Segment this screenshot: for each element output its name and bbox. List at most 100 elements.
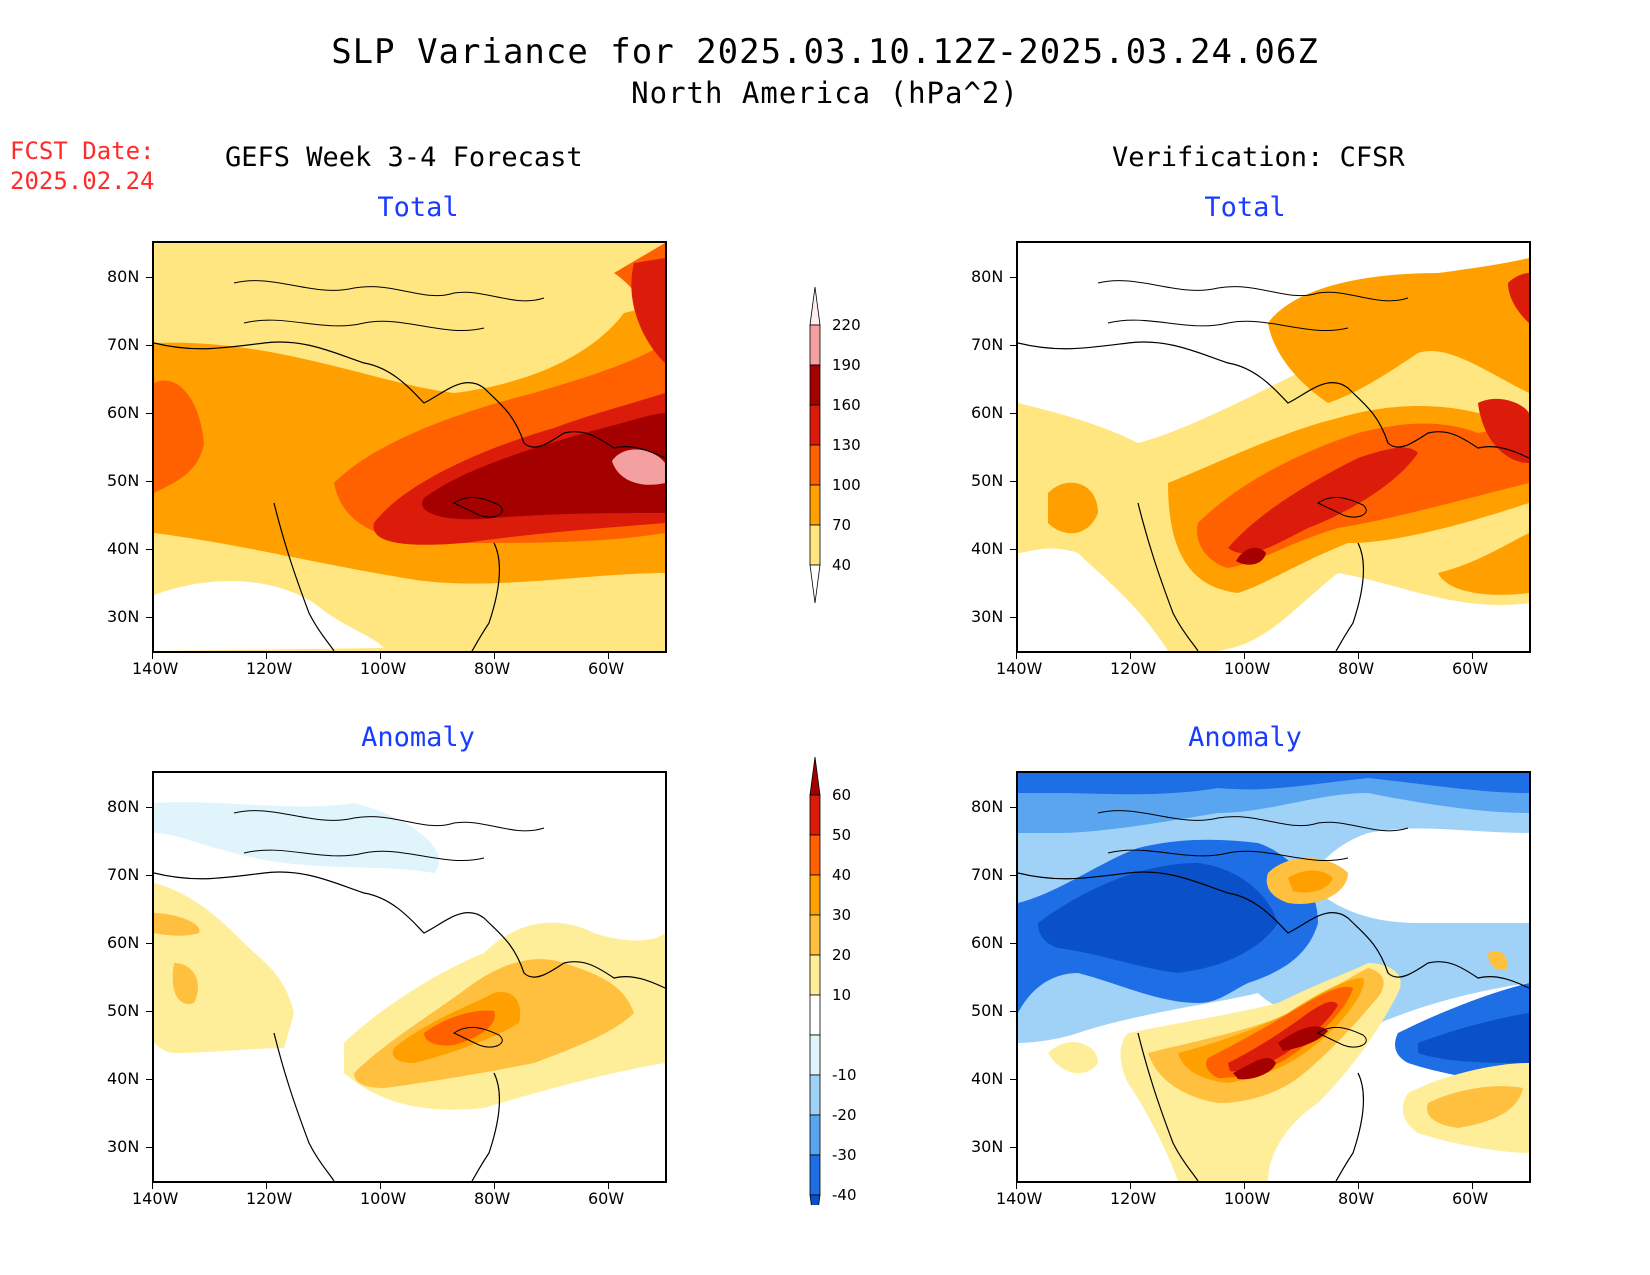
lat-tick-mark [1010, 943, 1016, 944]
lat-tick-mark [1010, 549, 1016, 550]
lat-tick-label: 40N [971, 1069, 1004, 1088]
lat-tick-label: 70N [107, 865, 140, 884]
colorbar-level-label: 20 [832, 946, 852, 964]
lat-tick-label: 60N [107, 403, 140, 422]
lat-tick-mark [146, 413, 152, 414]
lat-tick-mark [1010, 481, 1016, 482]
colorbar-level-label: 10 [832, 986, 852, 1004]
lon-tick-label: 100W [360, 659, 407, 678]
total-colorbar [809, 286, 821, 604]
lat-tick-label: 50N [971, 471, 1004, 490]
colorbar-level-label: 60 [832, 786, 852, 804]
lat-tick-label: 60N [971, 933, 1004, 952]
colorbar-level-label: 190 [832, 356, 861, 374]
colorbar-level-label: 40 [832, 556, 852, 574]
colorbar-box [809, 524, 821, 566]
fcst-label: FCST Date: [10, 137, 155, 165]
lat-tick-label: 50N [107, 1001, 140, 1020]
lat-tick-label: 60N [107, 933, 140, 952]
cfsr-anomaly-field [1018, 773, 1529, 1181]
lat-tick-label: 70N [971, 865, 1004, 884]
lon-tick-label: 140W [996, 1189, 1043, 1208]
lat-tick-mark [1010, 1079, 1016, 1080]
colorbar-top-triangle [809, 756, 821, 796]
lat-tick-mark [1010, 617, 1016, 618]
colorbar-level-label: -10 [832, 1066, 857, 1084]
bottom-right-panel-title: Anomaly [1188, 722, 1302, 753]
lon-tick-mark [152, 653, 153, 659]
lat-tick-mark [146, 277, 152, 278]
lon-tick-label: 80W [1338, 659, 1375, 678]
colorbar-box [809, 1034, 821, 1076]
right-column-heading: Verification: CFSR [1112, 142, 1405, 173]
lat-tick-label: 30N [971, 607, 1004, 626]
lon-tick-label: 100W [1224, 659, 1271, 678]
lat-tick-label: 80N [107, 797, 140, 816]
lon-tick-label: 140W [132, 659, 179, 678]
coastline-overlay [154, 810, 665, 1181]
lat-tick-label: 70N [971, 335, 1004, 354]
anomaly-colorbar [809, 756, 821, 1205]
coastline-overlay [154, 280, 665, 651]
lat-tick-mark [1010, 807, 1016, 808]
colorbar-bottom-triangle [809, 564, 821, 604]
lon-tick-mark [1244, 1183, 1245, 1189]
colorbar-level-label: 100 [832, 476, 861, 494]
lon-tick-mark [1130, 1183, 1131, 1189]
cfsr-anomaly-map [1016, 771, 1531, 1183]
lat-tick-label: 30N [107, 607, 140, 626]
colorbar-level-label: 130 [832, 436, 861, 454]
lon-tick-label: 120W [1110, 1189, 1157, 1208]
lat-tick-mark [146, 617, 152, 618]
fcst-date: 2025.02.24 [10, 167, 155, 195]
top-right-panel-title: Total [1204, 192, 1286, 223]
lat-tick-mark [1010, 1147, 1016, 1148]
left-column-heading: GEFS Week 3-4 Forecast [225, 142, 583, 173]
lon-tick-label: 120W [246, 659, 293, 678]
lon-tick-mark [608, 653, 609, 659]
lon-tick-mark [494, 1183, 495, 1189]
lat-tick-label: 50N [971, 1001, 1004, 1020]
lat-tick-mark [146, 943, 152, 944]
lon-tick-mark [1358, 653, 1359, 659]
colorbar-box [809, 1114, 821, 1156]
lat-tick-mark [146, 345, 152, 346]
lat-tick-label: 50N [107, 471, 140, 490]
gefs-anomaly-field [154, 773, 665, 1181]
lon-tick-label: 140W [132, 1189, 179, 1208]
colorbar-box [809, 1154, 821, 1196]
lon-tick-label: 60W [1452, 659, 1489, 678]
lat-tick-mark [1010, 277, 1016, 278]
colorbar-box [809, 324, 821, 366]
colorbar-level-label: -40 [832, 1186, 857, 1204]
lon-tick-mark [494, 653, 495, 659]
lat-tick-mark [1010, 875, 1016, 876]
colorbar-level-label: 30 [832, 906, 852, 924]
colorbar-level-label: -20 [832, 1106, 857, 1124]
colorbar-box [809, 914, 821, 956]
lon-tick-mark [152, 1183, 153, 1189]
lon-tick-label: 100W [1224, 1189, 1271, 1208]
lat-tick-label: 80N [107, 267, 140, 286]
lon-tick-mark [380, 653, 381, 659]
colorbar-level-label: 50 [832, 826, 852, 844]
lon-tick-label: 120W [246, 1189, 293, 1208]
lon-tick-label: 80W [1338, 1189, 1375, 1208]
lon-tick-label: 60W [588, 1189, 625, 1208]
lat-tick-label: 30N [107, 1137, 140, 1156]
bottom-left-panel-title: Anomaly [361, 722, 475, 753]
lat-tick-mark [146, 481, 152, 482]
coastline-overlay [1018, 810, 1529, 1181]
colorbar-box [809, 794, 821, 836]
colorbar-box [809, 954, 821, 996]
colorbar-level-label: 40 [832, 866, 852, 884]
gefs-total-map [152, 241, 667, 653]
lon-tick-mark [1472, 1183, 1473, 1189]
lon-tick-mark [1358, 1183, 1359, 1189]
lat-tick-label: 40N [971, 539, 1004, 558]
colorbar-box [809, 444, 821, 486]
lon-tick-label: 140W [996, 659, 1043, 678]
lon-tick-label: 100W [360, 1189, 407, 1208]
lat-tick-label: 70N [107, 335, 140, 354]
lat-tick-mark [146, 1011, 152, 1012]
